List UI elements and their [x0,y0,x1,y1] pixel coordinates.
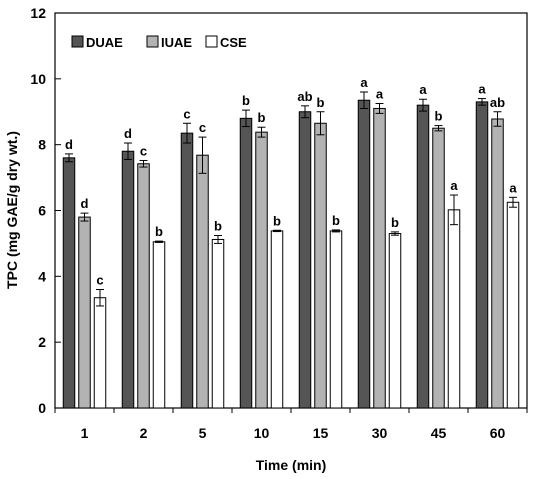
bar-iuae [432,127,445,409]
y-tick-label: 0 [38,400,46,416]
significance-label: ab [297,89,312,104]
bar-iuae [196,154,209,409]
bar-cse [329,230,343,409]
significance-label: b [391,215,399,230]
bar-cse [211,238,225,409]
bar-duae [357,99,371,409]
bar-cse [93,297,107,409]
x-tick-label: 10 [254,425,270,441]
y-tick-label: 6 [38,203,46,219]
legend-label-cse: CSE [220,35,247,50]
significance-label: d [124,126,132,141]
bar-duae [475,101,489,409]
legend-swatch-iuae [146,35,159,48]
significance-label: a [509,180,517,195]
bar-iuae [78,216,91,409]
bar-cse [270,230,284,409]
x-tick-label: 15 [313,425,329,441]
y-tick-label: 2 [38,334,46,350]
x-axis-title: Time (min) [256,457,327,473]
bar-cse [152,241,166,409]
y-tick-label: 4 [38,268,46,284]
significance-label: b [242,93,250,108]
legend-swatch-cse [205,35,218,48]
significance-label: a [360,75,368,90]
significance-label: c [199,120,206,135]
significance-label: b [155,224,163,239]
legend-label-iuae: IUAE [161,35,192,50]
bar-iuae [491,118,504,409]
bar-duae [62,157,76,409]
legend-label-duae: DUAE [86,35,123,50]
significance-label: a [419,82,427,97]
y-axis-title: TPC (mg GAE/g dry wt.) [4,131,20,289]
x-axis-ticks: 1 2 5 10 15 30 45 60 [54,408,528,441]
significance-label: c [140,143,147,158]
x-tick-label: 45 [431,425,447,441]
significance-label: b [332,213,340,228]
significance-label: a [478,82,486,97]
bar-iuae [255,131,268,409]
significance-label: c [96,273,103,288]
bar-cse [506,201,520,409]
x-tick-label: 5 [199,425,207,441]
bar-duae [298,111,312,409]
significance-label: b [317,95,325,110]
bar-duae [121,150,135,409]
bar-iuae [137,163,150,409]
y-tick-label: 10 [30,71,46,87]
legend: DUAE IUAE CSE [71,35,247,50]
y-tick-label: 8 [38,137,46,153]
significance-label: c [183,106,190,121]
x-tick-label: 30 [372,425,388,441]
x-tick-label: 60 [490,425,506,441]
legend-swatch-duae [71,35,84,48]
significance-label: b [214,219,222,234]
bar-duae [416,104,430,409]
bar-iuae [314,122,327,409]
x-tick-label: 1 [81,425,89,441]
significance-label: b [258,110,266,125]
bar-iuae [373,107,386,409]
significance-label: a [376,87,384,102]
significance-label: ab [490,95,505,110]
y-axis-ticks: 0 2 4 6 8 10 12 [30,5,61,416]
significance-label: b [273,213,281,228]
significance-label: b [435,109,443,124]
x-tick-label: 2 [140,425,148,441]
significance-label: a [450,178,458,193]
bar-cse [388,233,402,409]
y-tick-label: 12 [30,5,46,21]
bar-duae [239,117,253,409]
significance-label: d [81,196,89,211]
bar-duae [180,132,194,409]
bar-cse [447,209,461,409]
significance-label: d [65,137,73,152]
